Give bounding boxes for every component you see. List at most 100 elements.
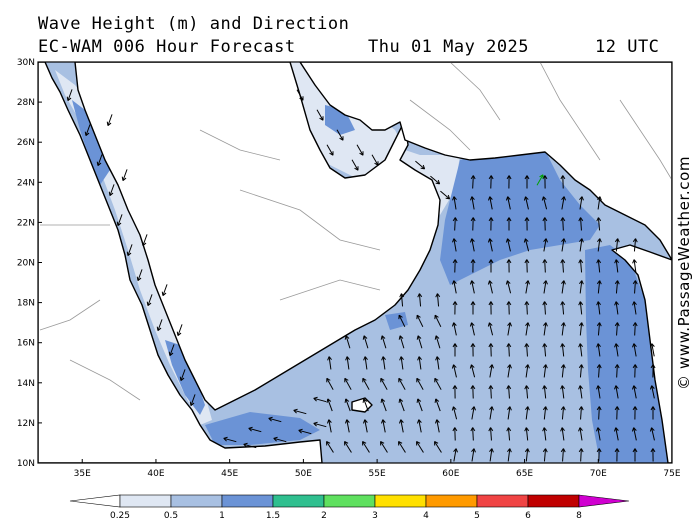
land-india [611, 244, 672, 463]
wave-arrow [507, 406, 512, 420]
lon-tick-label: 50E [295, 469, 312, 479]
wave-arrow [248, 426, 262, 433]
wave-arrow [560, 448, 566, 462]
legend-label: 2 [321, 511, 327, 521]
wave-arrow [452, 238, 457, 252]
lon-tick-label: 65E [516, 469, 533, 479]
wave-arrow [451, 322, 457, 336]
wave-arrow [487, 238, 493, 252]
wave-arrow [223, 436, 237, 443]
wave-arrow [542, 448, 548, 462]
lon-tick-label: 45E [221, 469, 238, 479]
wave-arrow [487, 196, 493, 210]
wave-arrow [344, 398, 351, 412]
wave-arrow [542, 427, 548, 441]
land-arabia [74, 62, 441, 411]
lon-tick-label: 55E [369, 469, 386, 479]
wave-arrow [398, 419, 404, 433]
map-title: Wave Height (m) and Direction [38, 14, 350, 34]
lat-tick-label: 28N [17, 98, 35, 108]
wave-arrow [434, 398, 441, 412]
wave-arrow [579, 196, 584, 210]
lat-tick-label: 20N [17, 259, 35, 269]
wave-arrow [632, 238, 638, 252]
wave-arrow [430, 175, 441, 185]
wave-arrow [356, 144, 364, 156]
wave-arrow [632, 343, 637, 357]
wave-arrow [524, 259, 530, 273]
wave-arrow [524, 385, 530, 399]
wave-arrow [506, 385, 512, 399]
wave-arrow [506, 448, 512, 462]
wave-arrow [116, 214, 123, 227]
wave-arrow [650, 448, 656, 462]
wave-arrow [371, 154, 379, 166]
wave-arrow [452, 385, 458, 399]
wave-arrow [416, 398, 423, 412]
wave-arrow [66, 89, 73, 102]
wave-arrow [363, 356, 368, 370]
lat-tick-label: 10N [17, 459, 35, 469]
wave-arrow [176, 324, 183, 337]
wave-arrow [434, 377, 442, 390]
wave-arrow [469, 322, 475, 336]
wave-arrow [542, 364, 548, 378]
wave-arrow [524, 175, 530, 189]
wave-arrow [524, 448, 530, 462]
high-wave-red-sea-south [165, 340, 205, 415]
wave-arrow [451, 364, 457, 378]
wave-arrow [632, 259, 637, 273]
wave-arrow [268, 416, 282, 423]
wave-arrow [578, 217, 584, 231]
wave-arrow [578, 385, 583, 399]
wave-arrow [326, 419, 332, 433]
wave-arrow [488, 385, 494, 399]
wave-arrow [336, 129, 344, 141]
wave-arrow [524, 427, 530, 441]
wave-arrow [398, 441, 406, 453]
land-iran-pakistan [299, 62, 672, 261]
legend-swatch [221, 494, 274, 508]
wave-arrow [487, 280, 493, 294]
wave-arrow [84, 124, 91, 137]
wave-arrow [614, 406, 620, 420]
legend-label: 0.25 [110, 511, 130, 521]
wave-arrow [345, 356, 350, 370]
wave-arrow [613, 427, 619, 441]
high-wave-gulf-aden [205, 412, 320, 445]
credit-text: © www.PassageWeather.com [675, 155, 693, 390]
wave-arrow [452, 217, 458, 231]
wave-arrow [380, 398, 387, 412]
wave-arrow [596, 385, 601, 399]
wave-arrow [440, 190, 451, 200]
wave-arrow [434, 314, 442, 328]
wave-arrow [471, 406, 476, 420]
wave-arrow [524, 343, 530, 357]
wave-arrow [536, 174, 544, 186]
wave-arrow [650, 364, 656, 378]
wave-arrow [362, 419, 368, 433]
forecast-time: 12 UTC [595, 37, 660, 57]
legend-swatch [323, 494, 376, 508]
wave-arrow [649, 427, 655, 441]
wave-arrow [542, 259, 548, 273]
wave-arrow [141, 234, 148, 247]
wave-arrow [650, 406, 656, 420]
high-wave-oman-patch [385, 312, 408, 330]
wave-height-legend: 0.25 0.5 1 1.5 2 3 4 5 6 8 [69, 494, 630, 521]
wave-arrow [649, 343, 655, 357]
wave-arrow [469, 364, 476, 378]
wave-arrow [452, 301, 458, 315]
lat-tick-label: 24N [17, 178, 35, 188]
wave-arrow [453, 448, 458, 462]
wave-arrow [126, 244, 133, 257]
wave-arrow [470, 196, 475, 210]
wave-arrow [506, 343, 512, 357]
wave-arrow [525, 280, 530, 294]
land-africa [38, 62, 323, 463]
wave-arrow [506, 175, 512, 189]
wave-arrow [380, 441, 388, 453]
wave-arrow [469, 238, 475, 252]
wave-arrow [578, 427, 583, 441]
wave-arrow [596, 301, 602, 315]
